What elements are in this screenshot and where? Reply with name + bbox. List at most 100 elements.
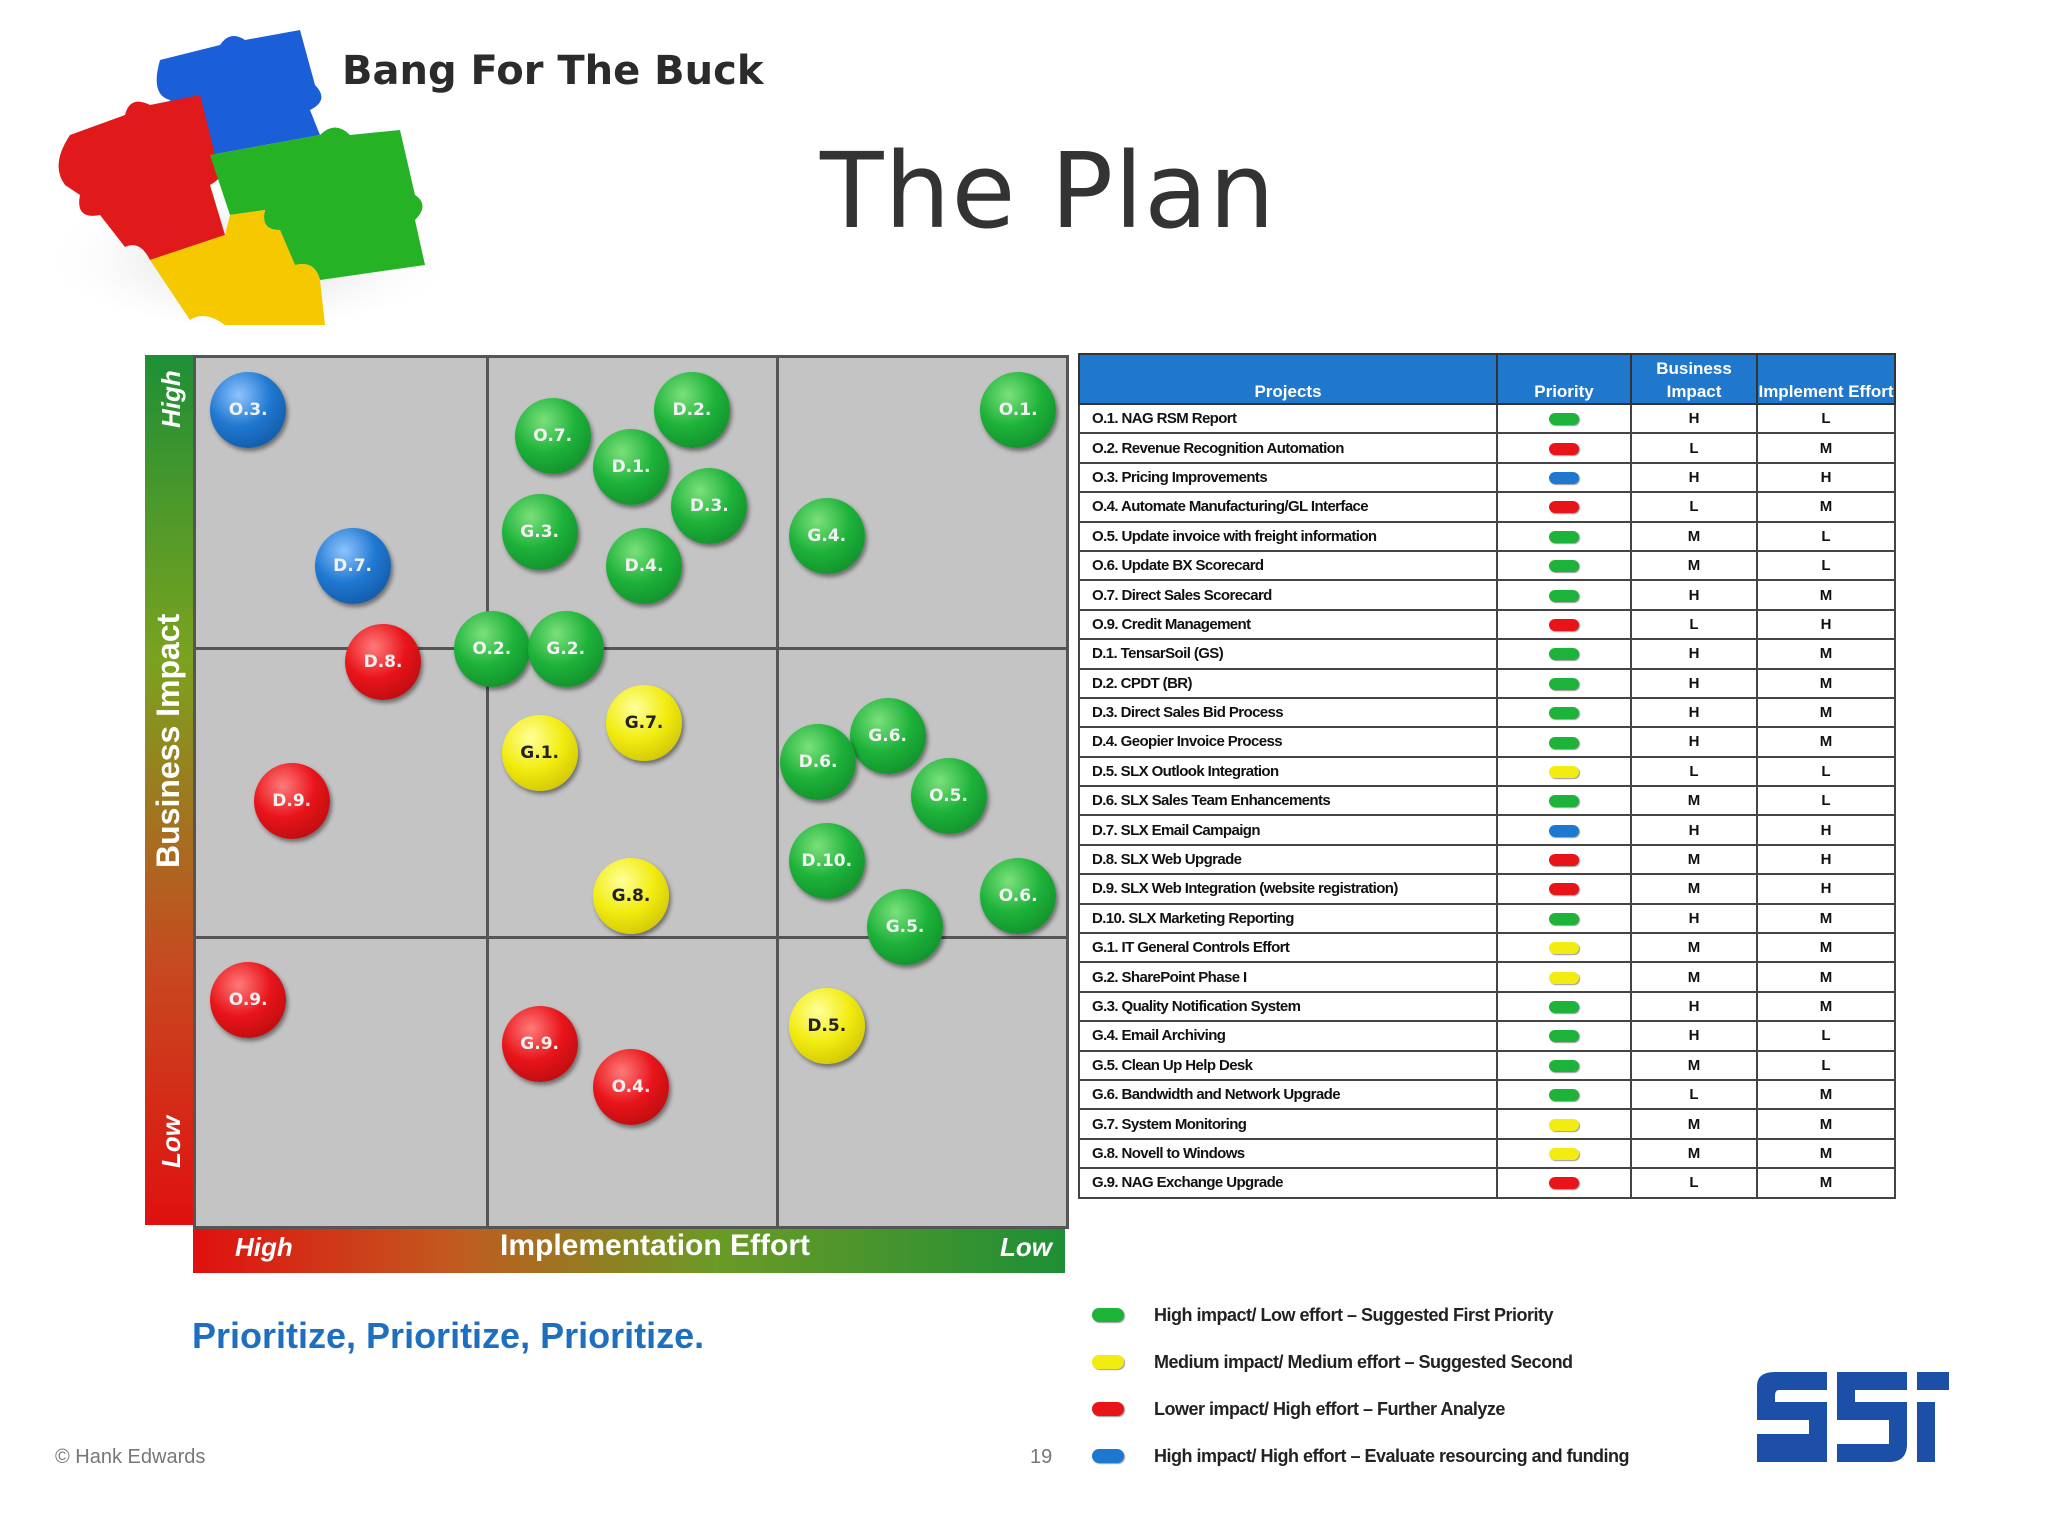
effort-cell: M: [1756, 667, 1896, 699]
table-row: O.2. Revenue Recognition Automation L M: [1078, 432, 1896, 464]
legend-item: High impact/ Low effort – Suggested Firs…: [1092, 1300, 1554, 1330]
project-name: D.10. SLX Marketing Reporting: [1078, 902, 1498, 935]
priority-indicator: [1549, 530, 1579, 543]
priority-cell: [1496, 785, 1632, 817]
project-name: G.2. SharePoint Phase I: [1078, 961, 1498, 993]
priority-indicator: [1549, 442, 1579, 455]
priority-matrix: O.3. D.7. D.8. D.9. O.9. O.2. G.2. O.7. D.2. D.1.…: [193, 355, 1069, 1229]
project-name: G.1. IT General Controls Effort: [1078, 932, 1498, 964]
legend-text: High impact/ High effort – Evaluate reso…: [1154, 1445, 1630, 1466]
impact-cell: H: [1630, 402, 1758, 435]
table-row: D.10. SLX Marketing Reporting H M: [1078, 902, 1896, 935]
project-bubble: D.4.: [606, 528, 683, 605]
table-row: G.1. IT General Controls Effort M M: [1078, 932, 1896, 964]
header-implement-effort: Implement Effort: [1756, 353, 1896, 405]
impact-cell: H: [1630, 902, 1758, 935]
priority-indicator: [1549, 971, 1579, 984]
impact-cell: H: [1630, 579, 1758, 611]
project-name: O.6. Update BX Scorecard: [1078, 549, 1498, 582]
impact-cell: H: [1630, 1020, 1758, 1052]
project-name: O.9. Credit Management: [1078, 608, 1498, 641]
effort-cell: M: [1756, 579, 1896, 611]
grid-line: [196, 647, 1066, 650]
legend-color-icon: [1092, 1308, 1124, 1322]
effort-cell: L: [1756, 1020, 1896, 1052]
header-projects: Projects: [1078, 353, 1498, 405]
table-row: O.4. Automate Manufacturing/GL Interface…: [1078, 491, 1896, 523]
y-axis-gradient-bar: [145, 355, 193, 1225]
impact-cell: M: [1630, 1137, 1758, 1170]
priority-indicator: [1549, 472, 1579, 484]
impact-cell: L: [1630, 755, 1758, 788]
header-priority: Priority: [1496, 353, 1632, 405]
priority-indicator: [1549, 1118, 1579, 1131]
project-bubble: O.5.: [910, 758, 987, 835]
effort-cell: M: [1756, 990, 1896, 1023]
priority-cell: [1496, 696, 1632, 729]
priority-cell: [1496, 1020, 1632, 1052]
priority-indicator: [1549, 942, 1579, 955]
priority-indicator: [1549, 501, 1579, 514]
slogan: Prioritize, Prioritize, Prioritize.: [192, 1315, 705, 1356]
table-row: G.6. Bandwidth and Network Upgrade L M: [1078, 1078, 1896, 1111]
priority-indicator: [1549, 912, 1579, 925]
table-row: O.1. NAG RSM Report H L: [1078, 402, 1896, 435]
effort-cell: L: [1756, 549, 1896, 582]
grid-line: [486, 358, 489, 1226]
table-row: D.7. SLX Email Campaign H H: [1078, 814, 1896, 846]
page-title: The Plan: [820, 130, 1276, 252]
priority-indicator: [1549, 677, 1579, 690]
project-bubble: D.5.: [788, 988, 865, 1065]
impact-cell: L: [1630, 432, 1758, 464]
priority-cell: [1496, 549, 1632, 582]
project-bubble: D.9.: [253, 762, 330, 839]
effort-cell: M: [1756, 902, 1896, 935]
effort-cell: M: [1756, 961, 1896, 993]
x-axis-label: Implementation Effort: [500, 1229, 811, 1262]
project-name: D.7. SLX Email Campaign: [1078, 814, 1498, 846]
priority-indicator: [1549, 1030, 1579, 1043]
impact-cell: M: [1630, 785, 1758, 817]
project-name: D.5. SLX Outlook Integration: [1078, 755, 1498, 788]
effort-cell: H: [1756, 873, 1896, 905]
project-name: O.2. Revenue Recognition Automation: [1078, 432, 1498, 464]
project-name: D.2. CPDT (BR): [1078, 667, 1498, 699]
project-name: G.6. Bandwidth and Network Upgrade: [1078, 1078, 1498, 1111]
effort-cell: M: [1756, 932, 1896, 964]
projects-table: Projects Priority Business Impact Implem…: [1078, 353, 1896, 1199]
legend-item: High impact/ High effort – Evaluate reso…: [1092, 1441, 1630, 1471]
project-name: G.9. NAG Exchange Upgrade: [1078, 1167, 1498, 1199]
effort-cell: L: [1756, 520, 1896, 552]
project-bubble: D.1.: [593, 428, 669, 505]
priority-cell: [1496, 638, 1632, 670]
project-bubble: D.6.: [780, 723, 857, 800]
project-bubble: O.2.: [453, 610, 530, 687]
effort-cell: M: [1756, 726, 1896, 758]
priority-cell: [1496, 902, 1632, 935]
legend-color-icon: [1092, 1355, 1124, 1369]
priority-cell: [1496, 961, 1632, 993]
impact-cell: H: [1630, 461, 1758, 494]
table-row: D.5. SLX Outlook Integration L L: [1078, 755, 1896, 788]
project-name: D.6. SLX Sales Team Enhancements: [1078, 785, 1498, 817]
project-bubble: G.4.: [788, 497, 865, 574]
priority-cell: [1496, 520, 1632, 552]
x-axis-high-label: High: [235, 1232, 293, 1262]
table-row: G.4. Email Archiving H L: [1078, 1020, 1896, 1052]
grid-line: [196, 936, 1066, 939]
project-bubble: O.9.: [210, 962, 287, 1039]
project-bubble: D.8.: [345, 623, 422, 700]
project-bubble: G.3.: [501, 493, 578, 570]
project-bubble: O.7.: [514, 398, 591, 475]
impact-cell: L: [1630, 1078, 1758, 1111]
y-axis-high-label: High: [156, 370, 186, 428]
table-row: D.1. TensarSoil (GS) H M: [1078, 638, 1896, 670]
project-name: D.8. SLX Web Upgrade: [1078, 843, 1498, 876]
table-row: G.5. Clean Up Help Desk M L: [1078, 1049, 1896, 1081]
effort-cell: M: [1756, 1108, 1896, 1140]
project-bubble: D.7.: [314, 528, 391, 605]
page-number: 19: [1030, 1446, 1053, 1468]
priority-indicator: [1549, 824, 1579, 837]
effort-cell: M: [1756, 1078, 1896, 1111]
